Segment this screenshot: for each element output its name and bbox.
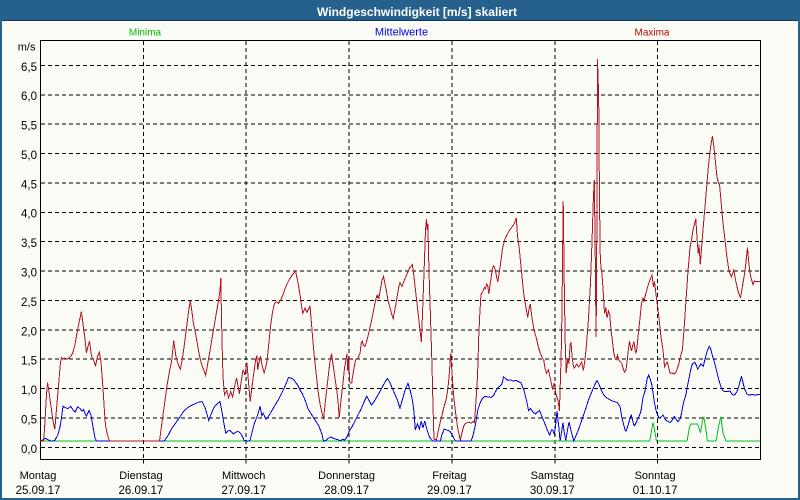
svg-text:Montag: Montag: [20, 470, 57, 482]
svg-text:Dienstag: Dienstag: [119, 470, 162, 482]
svg-text:Donnerstag: Donnerstag: [318, 470, 375, 482]
svg-text:6,0: 6,0: [21, 91, 37, 103]
svg-text:27.09.17: 27.09.17: [221, 485, 266, 497]
svg-text:2,0: 2,0: [21, 326, 37, 338]
svg-text:5,5: 5,5: [21, 121, 37, 133]
svg-text:3,0: 3,0: [21, 268, 37, 280]
svg-text:4,5: 4,5: [21, 179, 37, 191]
svg-text:Windgeschwindigkeit [m/s] skal: Windgeschwindigkeit [m/s] skaliert: [317, 5, 517, 19]
svg-text:2,5: 2,5: [21, 297, 37, 309]
svg-text:Samstag: Samstag: [531, 470, 574, 482]
svg-text:1,5: 1,5: [21, 356, 37, 368]
svg-text:Mittwoch: Mittwoch: [222, 470, 265, 482]
svg-text:5,0: 5,0: [21, 150, 37, 162]
svg-text:Minima: Minima: [129, 28, 162, 39]
svg-text:3,5: 3,5: [21, 238, 37, 250]
svg-text:01.10.17: 01.10.17: [633, 485, 678, 497]
svg-text:4,0: 4,0: [21, 209, 37, 221]
svg-text:6,5: 6,5: [21, 62, 37, 74]
svg-text:m/s: m/s: [18, 42, 36, 54]
svg-text:1,0: 1,0: [21, 385, 37, 397]
svg-text:28.09.17: 28.09.17: [324, 485, 369, 497]
svg-text:0,0: 0,0: [21, 444, 37, 456]
svg-text:26.09.17: 26.09.17: [119, 485, 164, 497]
svg-text:25.09.17: 25.09.17: [16, 485, 61, 497]
svg-text:Mittelwerte: Mittelwerte: [375, 27, 428, 39]
svg-text:Freitag: Freitag: [432, 470, 466, 482]
svg-text:29.09.17: 29.09.17: [427, 485, 472, 497]
svg-text:0,5: 0,5: [21, 414, 37, 426]
svg-text:30.09.17: 30.09.17: [530, 485, 575, 497]
svg-text:Maxima: Maxima: [634, 28, 669, 39]
svg-text:Sonntag: Sonntag: [635, 470, 676, 482]
